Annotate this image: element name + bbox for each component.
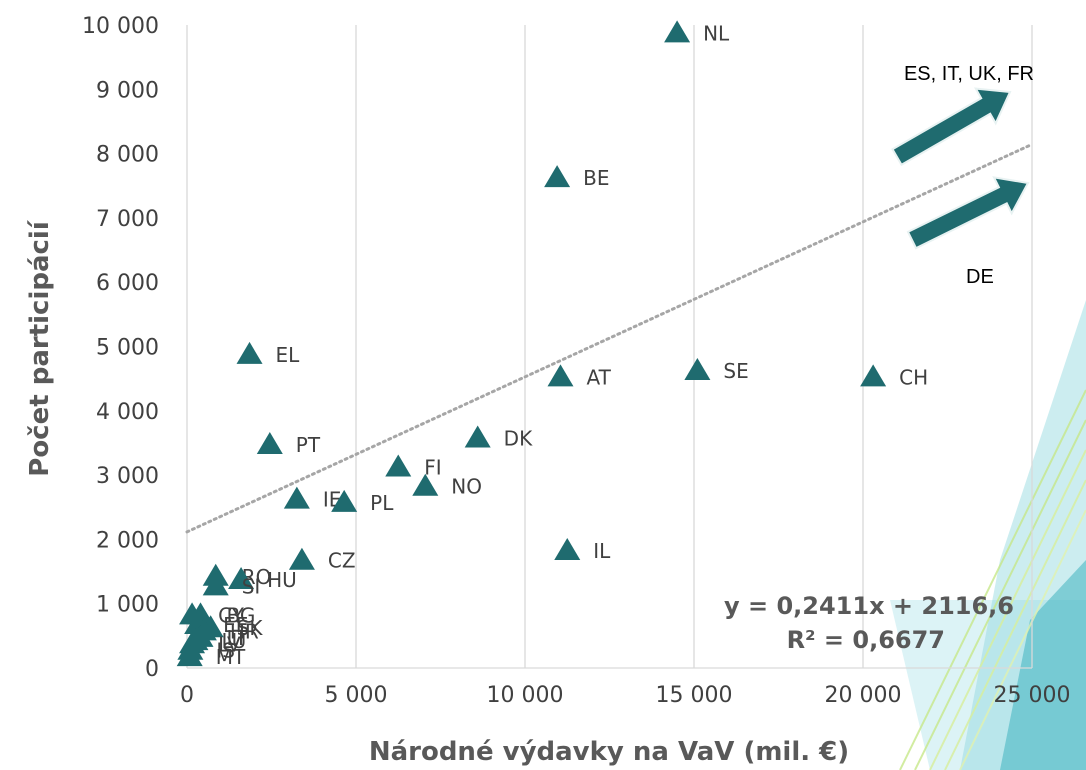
trendline-path bbox=[185, 142, 1034, 534]
x-tick-label-5: 25 000 bbox=[994, 683, 1071, 708]
point-marker-pl bbox=[331, 489, 358, 512]
trendline bbox=[185, 142, 1034, 534]
point-label-ch: CH bbox=[899, 365, 928, 389]
point-label-hu: HU bbox=[267, 568, 297, 592]
x-tick-label-3: 15 000 bbox=[656, 683, 733, 708]
point-marker-se bbox=[684, 358, 711, 381]
point-label-mt: MT bbox=[216, 645, 246, 669]
point-label-se: SE bbox=[723, 359, 748, 383]
y-tick-label-10: 10 000 bbox=[82, 14, 159, 39]
point-marker-mt bbox=[176, 644, 203, 667]
y-tick-label-7: 7 000 bbox=[96, 207, 159, 232]
y-tick-label-2: 2 000 bbox=[96, 528, 159, 553]
y-tick-label-8: 8 000 bbox=[96, 143, 159, 168]
point-marker-ch bbox=[860, 364, 887, 387]
y-tick-label-0: 0 bbox=[145, 657, 159, 682]
point-label-lt: LT bbox=[227, 626, 248, 650]
point-label-ee: EE bbox=[223, 613, 248, 637]
annotation-de: DE bbox=[966, 266, 994, 288]
point-label-dk: DK bbox=[504, 427, 533, 451]
point-marker-si bbox=[202, 573, 229, 596]
point-label-pt: PT bbox=[296, 433, 321, 457]
point-label-il: IL bbox=[593, 539, 611, 563]
point-marker-pt bbox=[256, 431, 283, 454]
x-tick-labels: 0 5 000 10 000 15 000 20 000 25 000 bbox=[180, 683, 1070, 708]
point-label-is: IS bbox=[216, 639, 235, 663]
annotation-es-it-uk-fr: ES, IT, UK, FR bbox=[904, 63, 1034, 85]
point-label-cy: CY bbox=[218, 603, 245, 627]
point-label-no: NO bbox=[451, 475, 482, 499]
y-tick-label-4: 4 000 bbox=[96, 400, 159, 425]
trendline-equation: y = 0,2411x + 2116,6 bbox=[724, 592, 1014, 620]
y-axis-title: Počet participácií bbox=[25, 219, 55, 477]
x-tick-label-0: 0 bbox=[180, 683, 194, 708]
point-marker-cz bbox=[288, 547, 315, 570]
point-label-at: AT bbox=[586, 365, 611, 389]
x-tick-label-1: 5 000 bbox=[325, 683, 388, 708]
point-label-si: SI bbox=[242, 574, 261, 598]
point-marker-il bbox=[554, 538, 581, 561]
point-marker-fi bbox=[385, 454, 412, 477]
point-marker-be bbox=[544, 165, 571, 188]
point-marker-at bbox=[547, 364, 574, 387]
point-marker-nl bbox=[664, 20, 691, 43]
arrow-de bbox=[906, 176, 1030, 250]
y-tick-label-9: 9 000 bbox=[96, 78, 159, 103]
x-axis-title: Národné výdavky na VaV (mil. €) bbox=[369, 737, 849, 767]
point-label-be: BE bbox=[583, 166, 609, 190]
y-tick-labels: 0 1 000 2 000 3 000 4 000 5 000 6 000 7 000 8 00… bbox=[82, 14, 159, 682]
x-tick-label-4: 20 000 bbox=[825, 683, 902, 708]
y-tick-label-3: 3 000 bbox=[96, 464, 159, 489]
point-marker-hu bbox=[228, 566, 255, 589]
point-label-el: EL bbox=[276, 343, 301, 367]
point-label-nl: NL bbox=[703, 21, 730, 45]
y-tick-label-5: 5 000 bbox=[96, 336, 159, 361]
point-marker-dk bbox=[464, 425, 491, 448]
point-label-lu: LU bbox=[221, 629, 246, 653]
point-label-pl: PL bbox=[370, 491, 394, 515]
point-label-lv: LV bbox=[218, 632, 241, 656]
x-tick-label-2: 10 000 bbox=[487, 683, 564, 708]
point-marker-no bbox=[412, 473, 439, 496]
point-label-hr: HR bbox=[230, 619, 259, 643]
arrows: ES, IT, UK, FR DE bbox=[891, 63, 1034, 288]
point-label-cz: CZ bbox=[328, 549, 356, 573]
y-tick-label-1: 1 000 bbox=[96, 593, 159, 618]
grid-lines bbox=[186, 25, 1033, 669]
y-tick-label-6: 6 000 bbox=[96, 271, 159, 296]
point-marker-el bbox=[236, 341, 263, 364]
point-label-bg: BG bbox=[227, 603, 256, 627]
point-label-sk: SK bbox=[237, 616, 264, 640]
point-marker-ie bbox=[283, 486, 310, 509]
arrow-es-it-uk-fr bbox=[891, 87, 1012, 167]
decorative-background bbox=[890, 300, 1086, 770]
point-label-fi: FI bbox=[424, 455, 441, 479]
trendline-r2: R² = 0,6677 bbox=[787, 626, 945, 654]
